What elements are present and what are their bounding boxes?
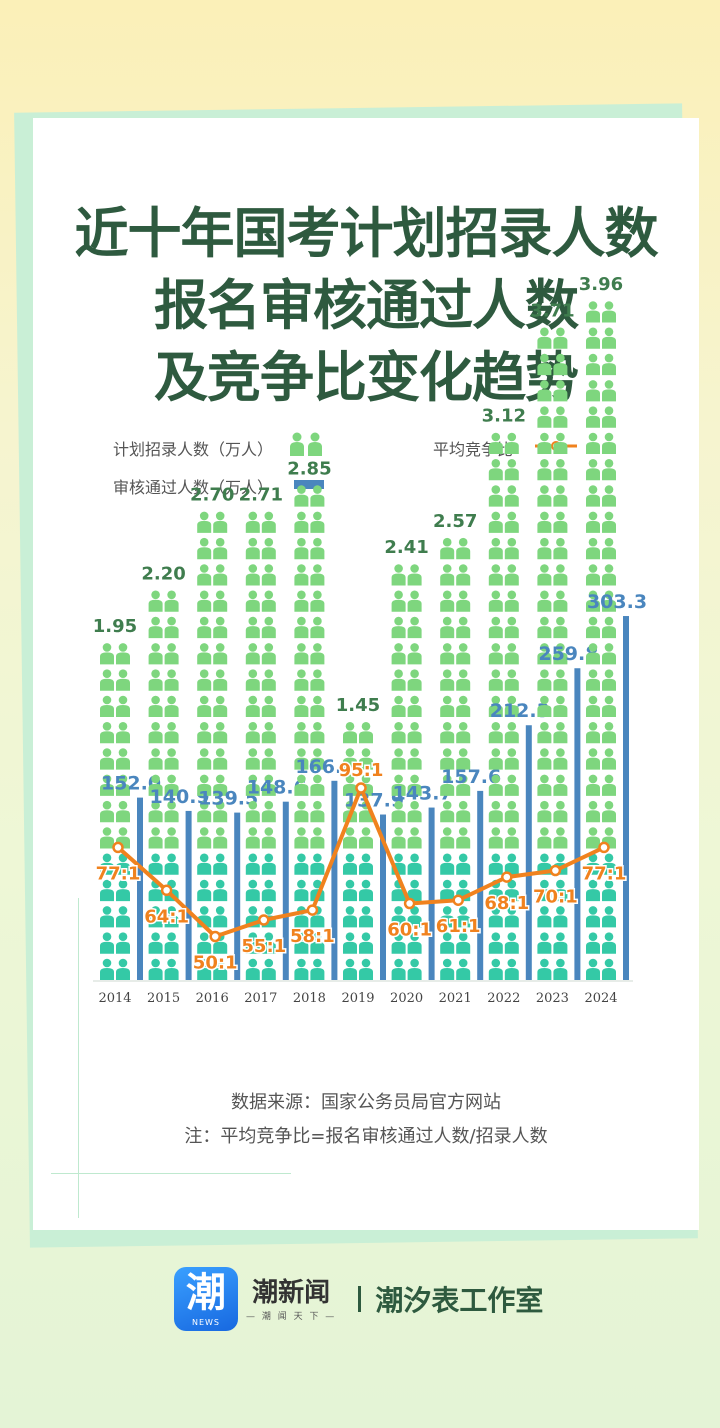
approved-bar: [331, 780, 338, 980]
chart-area: 1.95 152.0 2014 2.20 140.9 2015 2.70 139.5 2016 2…: [93, 274, 647, 1006]
ratio-value-label: 61:1: [436, 916, 481, 937]
brand-name: 潮新闻: [252, 1277, 331, 1308]
approved-bar: [477, 790, 484, 980]
legend-approved-label: 审核通过人数（万人）: [113, 478, 274, 497]
recruit-value-label: 1.95: [93, 616, 137, 637]
brand-footer: 潮 NEWS 潮新闻 — 潮 闻 天 下 — 潮汐表工作室: [174, 1266, 543, 1332]
approved-bar: [574, 668, 581, 980]
ratio-value-label: 95:1: [339, 760, 384, 781]
approved-bar: [282, 801, 289, 980]
approved-value-label: 303.3: [587, 591, 647, 613]
ratio-point: [403, 897, 416, 910]
approved-bar: [428, 807, 435, 980]
ratio-value-label: 77:1: [96, 863, 141, 884]
recruit-value-label: 3.96: [579, 274, 623, 295]
approved-bar: [623, 616, 629, 980]
brand-slogan: — 潮 闻 天 下 —: [246, 1311, 337, 1322]
legend-bar-swatch: [294, 480, 324, 489]
brand-studio: 潮汐表工作室: [375, 1284, 544, 1317]
x-tick-label: 2015: [147, 991, 180, 1006]
x-tick-label: 2023: [536, 991, 569, 1006]
ratio-value-label: 68:1: [484, 893, 529, 914]
x-tick-label: 2022: [487, 991, 520, 1006]
ratio-point: [306, 904, 319, 916]
recruit-value-label: 2.41: [384, 537, 428, 558]
logo-sub: NEWS: [191, 1318, 221, 1327]
ratio-value-label: 55:1: [241, 936, 286, 957]
recruit-people-stack: [537, 327, 568, 980]
approved-value-label: 140.9: [150, 786, 210, 808]
ratio-value-label: 77:1: [582, 863, 627, 884]
recruit-value-label: 1.45: [336, 695, 380, 716]
infographic-title: 近十年国考计划招录人数 报名审核通过人数 及竞争比变化趋势: [33, 198, 699, 414]
x-tick-label: 2016: [196, 991, 229, 1006]
ratio-point: [549, 864, 562, 877]
approved-value-label: 259.8: [538, 643, 598, 665]
recruit-value-label: 3.71: [530, 301, 574, 322]
decorative-line-vertical: [78, 898, 79, 1218]
ratio-value-label: 50:1: [193, 953, 238, 974]
recruit-value-label: 2.71: [239, 485, 283, 506]
approved-bar: [380, 814, 386, 980]
recruit-people-stack: [294, 485, 325, 980]
approved-bar: [137, 797, 143, 980]
ratio-value-label: 64:1: [144, 906, 189, 927]
recruit-value-label: 2.70: [190, 485, 234, 506]
recruit-people-stack: [440, 537, 471, 980]
approved-value-label: 148.6: [247, 777, 307, 799]
chaoxinwen-logo: 潮 NEWS: [174, 1267, 238, 1331]
ratio-value-label: 70:1: [533, 887, 578, 908]
recruit-people-stack: [197, 511, 228, 980]
ratio-value-label: 60:1: [387, 920, 432, 941]
infographic-card: 近十年国考计划招录人数 报名审核通过人数 及竞争比变化趋势 计划招录人数（万人）…: [33, 118, 699, 1230]
title-line-2: 报名审核通过人数: [154, 274, 579, 337]
approved-value-label: 212.3: [490, 700, 550, 722]
logo-char: 潮: [186, 1270, 226, 1316]
recruit-value-label: 2.20: [141, 564, 185, 585]
ratio-point: [501, 871, 513, 883]
x-tick-label: 2020: [390, 991, 423, 1006]
recruit-value-label: 3.12: [482, 406, 526, 427]
recruit-people-stack: [245, 511, 276, 980]
decorative-line-horizontal: [51, 1173, 291, 1174]
recruit-value-label: 2.57: [433, 511, 477, 532]
approved-bar: [185, 810, 192, 980]
approved-value-label: 139.5: [198, 788, 258, 810]
approved-bar: [234, 812, 241, 980]
brand-name-block: 潮新闻 — 潮 闻 天 下 —: [246, 1277, 336, 1322]
approved-value-label: 152.0: [101, 773, 161, 795]
x-tick-label: 2024: [584, 991, 617, 1006]
legend-recruit-label: 计划招录人数（万人）: [113, 440, 274, 459]
x-tick-label: 2018: [293, 991, 326, 1006]
recruit-value-label: 2.85: [287, 458, 331, 479]
ratio-point: [209, 930, 221, 943]
x-tick-label: 2019: [341, 991, 374, 1006]
approved-value-label: 166.0: [295, 756, 355, 778]
approved-value-label: 143.7: [393, 783, 453, 805]
title-line-1: 近十年国考计划招录人数: [74, 202, 659, 265]
recruit-people-stack: [100, 643, 130, 980]
ratio-point: [452, 894, 464, 906]
x-tick-label: 2021: [439, 991, 472, 1006]
title-line-3: 及竞争比变化趋势: [154, 346, 579, 409]
recruit-people-stack: [488, 432, 519, 980]
legend-people-icon: [290, 432, 322, 456]
ratio-value-label: 58:1: [290, 926, 335, 947]
ratio-point: [160, 884, 173, 897]
x-tick-label: 2017: [244, 991, 277, 1006]
ratio-point: [598, 841, 610, 854]
recruit-people-stack: [391, 564, 422, 980]
ratio-point: [258, 914, 270, 926]
ratio-point: [355, 782, 367, 794]
data-source: 数据来源：国家公务员局官方网站: [231, 1092, 501, 1113]
ratio-point: [112, 841, 124, 854]
x-tick-label: 2014: [98, 991, 131, 1006]
recruit-people-stack: [586, 301, 616, 980]
data-note: 注：平均竞争比=报名审核通过人数/招录人数: [184, 1126, 548, 1147]
approved-value-label: 157.6: [441, 766, 501, 788]
approved-bar: [525, 725, 532, 980]
brand-separator: [358, 1286, 362, 1312]
